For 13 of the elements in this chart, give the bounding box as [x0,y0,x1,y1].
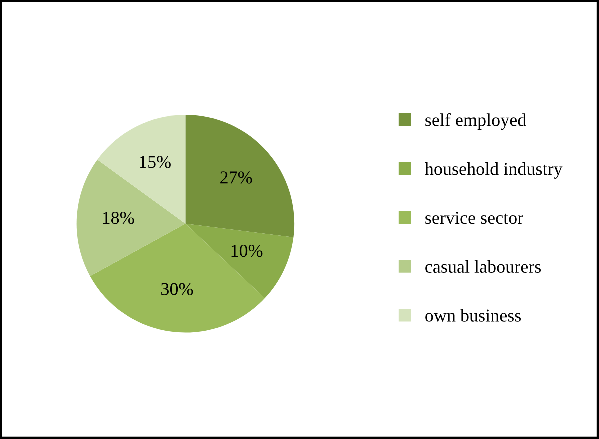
pie-slice [186,115,295,238]
legend-label: service sector [426,212,524,224]
data-label: 27% [220,172,252,184]
legend-label: casual labourers [426,260,542,274]
pie-slice [98,115,186,224]
data-label: 30% [162,283,194,296]
legend-label: own business [426,309,522,322]
legend-label: household industry [425,162,563,179]
data-label: 10% [232,244,263,258]
data-label: 15% [140,156,171,168]
pie-slice [90,224,266,333]
data-label: 18% [103,212,134,224]
legend-label: self employed [426,113,526,130]
